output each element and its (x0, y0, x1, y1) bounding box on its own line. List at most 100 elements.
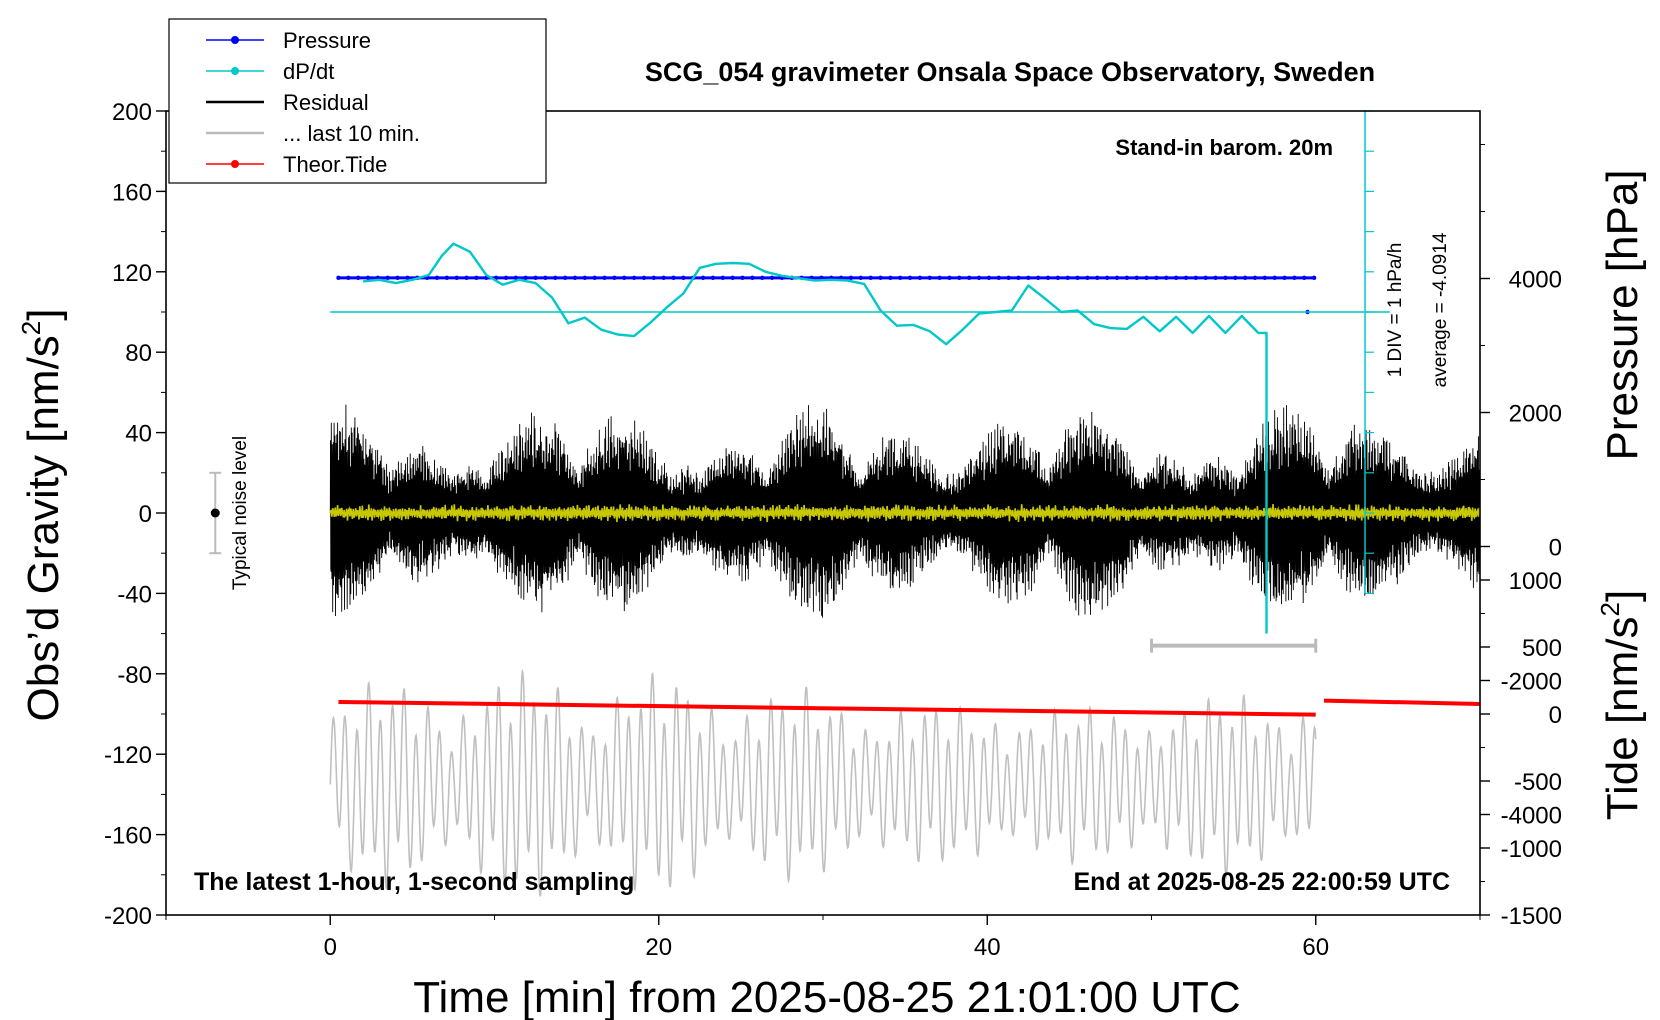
pressure-point (1272, 275, 1277, 281)
pressure-point (1311, 275, 1317, 281)
pressure-point (868, 275, 873, 281)
pressure-point (681, 275, 686, 281)
pressure-tick-label: 0 (1549, 535, 1562, 562)
x-tick-label: 0 (324, 934, 337, 961)
pressure-point (1104, 275, 1110, 281)
pressure-point (710, 275, 716, 281)
pressure-point (543, 275, 548, 281)
pressure-point (513, 275, 519, 281)
dpdt-line (362, 242, 1268, 634)
pressure-point (553, 275, 558, 281)
pressure-point (1144, 275, 1149, 281)
footer-left-note: The latest 1-hour, 1-second sampling (194, 868, 634, 896)
pressure-point (730, 275, 735, 281)
pressure-point (1233, 275, 1238, 281)
y-tick-label: -200 (104, 903, 152, 930)
x-tick-label: 40 (974, 934, 1001, 961)
pressure-point (1134, 275, 1139, 281)
footer-right-note: End at 2025-08-25 22:00:59 UTC (1073, 868, 1450, 896)
tide-line-next (1323, 698, 1481, 706)
legend-marker (231, 160, 239, 168)
x-tick-label: 60 (1302, 934, 1329, 961)
tide-tick-label: 0 (1549, 702, 1562, 729)
pressure-point (405, 275, 410, 281)
legend-label: ... last 10 min. (283, 121, 420, 146)
tide-tick-label: -1500 (1501, 903, 1562, 930)
pressure-point (1016, 275, 1021, 281)
pressure-point (740, 275, 745, 281)
y-tick-label: 160 (112, 179, 152, 206)
pressure-point (878, 275, 883, 281)
y-tick-label: -40 (117, 581, 152, 608)
noise-bar-dot (210, 508, 220, 518)
y-tick-label: -80 (117, 662, 152, 689)
pressure-point (365, 275, 371, 281)
pressure-point (503, 275, 509, 281)
chart-title: SCG_054 gravimeter Onsala Space Observat… (645, 57, 1375, 87)
barometer-note: Stand-in barom. 20m (1115, 135, 1333, 160)
legend-marker (231, 67, 239, 75)
noise-label: Typical noise level (230, 436, 251, 590)
pressure-point (947, 275, 952, 281)
pressure-point (474, 275, 479, 281)
pressure-point (838, 275, 844, 281)
pressure-point (661, 275, 666, 281)
pressure-point (631, 275, 637, 281)
tide-tick-label: 500 (1522, 635, 1562, 662)
x-tick-label: 20 (645, 934, 672, 961)
pressure-point (602, 275, 607, 281)
pressure-tick-label: -4000 (1501, 803, 1562, 830)
pressure-point (700, 275, 706, 281)
last-10-min-line (329, 668, 1317, 897)
pressure-point (858, 275, 863, 281)
pressure-point (434, 275, 440, 281)
tide-line (338, 699, 1316, 717)
pressure-point (966, 275, 972, 281)
pressure-point (1282, 275, 1287, 281)
pressure-point (897, 275, 903, 281)
pressure-point (996, 275, 1001, 281)
pressure-point (1026, 275, 1031, 281)
pressure-point (355, 275, 361, 281)
pressure-point (582, 275, 588, 281)
y-tick-label: 80 (125, 340, 152, 367)
legend: Pressure dP/dt Residual ... last 10 min. The… (168, 18, 547, 184)
y-tick-label: -160 (104, 823, 152, 850)
pressure-point (622, 275, 627, 281)
pressure-point (917, 275, 923, 281)
y-tick-label: 40 (125, 421, 152, 448)
pressure-point (1164, 275, 1169, 281)
pressure-point (641, 275, 647, 281)
pressure-point (454, 275, 459, 281)
y-tick-label: -120 (104, 742, 152, 769)
series-layer (209, 110, 1481, 897)
tide-tick-label: 1000 (1509, 568, 1562, 595)
residual-line (329, 404, 1481, 618)
x-axis-label: Time [min] from 2025-08-25 21:01:00 UTC (413, 973, 1240, 1020)
pressure-point (986, 275, 992, 281)
pressure-point (1302, 275, 1307, 281)
pressure-point (1114, 275, 1120, 281)
axes-layer: 200 160 120 80 40 0 -40 -80 -120 -160 -200 0 20 40 60 4… (104, 99, 1562, 961)
pressure-point (1055, 275, 1061, 281)
tide-tick-label: -500 (1514, 769, 1562, 796)
y-tick-label: 200 (112, 99, 152, 126)
pressure-point (1085, 275, 1090, 281)
pressure-tick-label: 4000 (1509, 267, 1562, 294)
pressure-point (1213, 275, 1218, 281)
y-tick-label: 120 (112, 260, 152, 287)
pressure-point (1203, 275, 1208, 281)
pressure-point (1173, 275, 1179, 281)
pressure-point (907, 275, 913, 281)
average-note: average = -4.0914 (1430, 232, 1451, 387)
pressure-point (651, 275, 657, 281)
pressure-point (562, 275, 568, 281)
pressure-point (1045, 275, 1051, 281)
pressure-point (888, 275, 893, 281)
pressure-tick-label: 2000 (1509, 401, 1562, 428)
y-axis-label-close: ] (19, 308, 68, 320)
pressure-point (395, 275, 400, 281)
pressure-point (592, 275, 597, 281)
pressure-point (1006, 275, 1011, 281)
